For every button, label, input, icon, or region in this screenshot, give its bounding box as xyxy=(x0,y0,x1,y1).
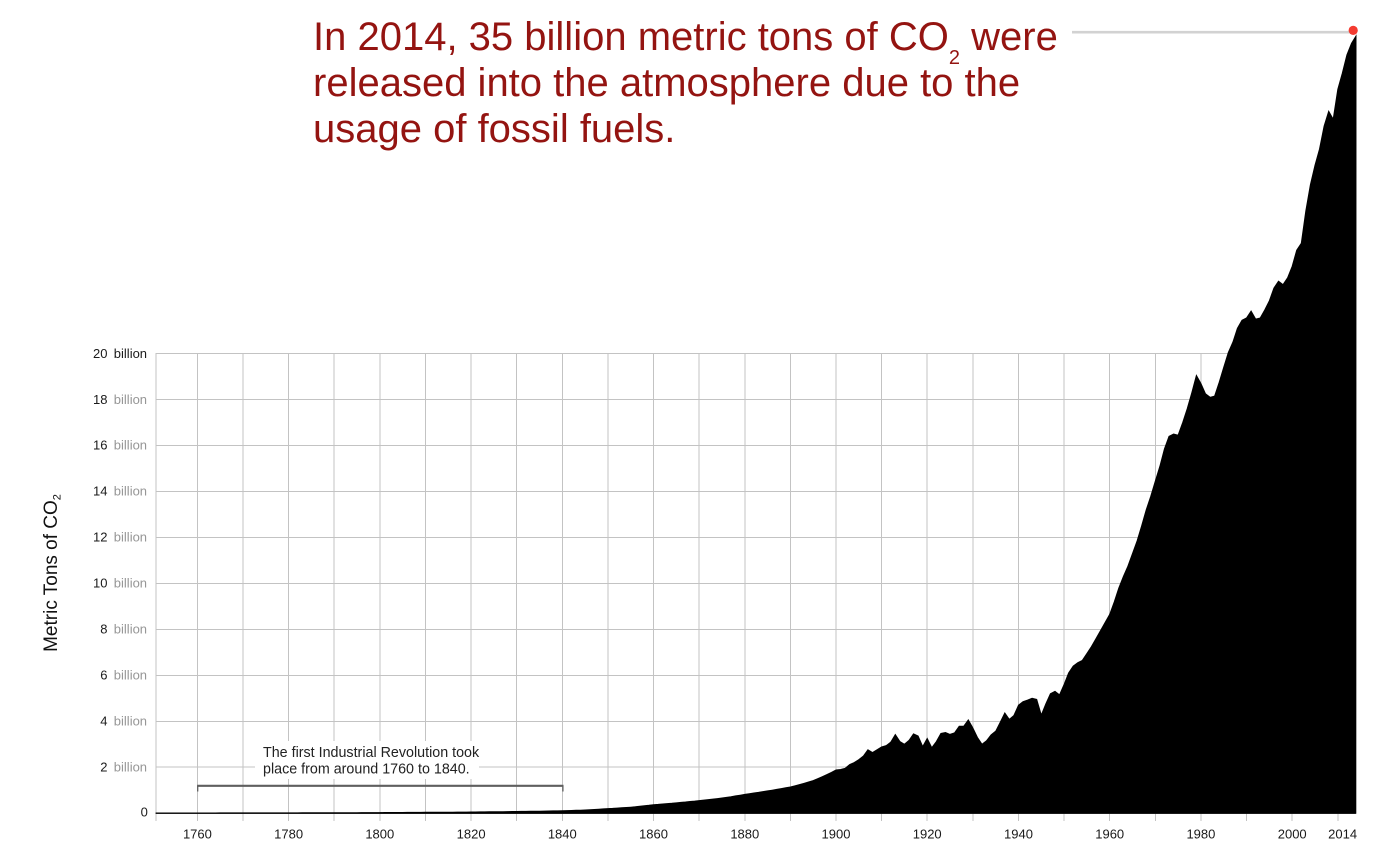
svg-text:1860: 1860 xyxy=(639,827,668,842)
svg-text:2014: 2014 xyxy=(1328,827,1357,842)
svg-text:2: 2 xyxy=(100,759,107,774)
svg-text:1920: 1920 xyxy=(913,827,942,842)
svg-text:6: 6 xyxy=(100,668,107,683)
svg-text:billion: billion xyxy=(114,714,147,729)
svg-text:20: 20 xyxy=(93,346,107,361)
svg-text:0: 0 xyxy=(141,805,148,820)
svg-text:1880: 1880 xyxy=(730,827,759,842)
svg-text:billion: billion xyxy=(114,576,147,591)
svg-text:billion: billion xyxy=(114,668,147,683)
svg-text:12: 12 xyxy=(93,530,107,545)
svg-text:The first Industrial Revolutio: The first Industrial Revolution took xyxy=(263,745,480,761)
svg-text:14: 14 xyxy=(93,484,107,499)
svg-text:billion: billion xyxy=(114,622,147,637)
svg-text:1780: 1780 xyxy=(274,827,303,842)
svg-text:1840: 1840 xyxy=(548,827,577,842)
svg-text:1960: 1960 xyxy=(1095,827,1124,842)
svg-text:4: 4 xyxy=(100,714,107,729)
svg-text:billion: billion xyxy=(114,346,147,361)
svg-text:1820: 1820 xyxy=(457,827,486,842)
svg-text:place from around 1760 to 1840: place from around 1760 to 1840. xyxy=(263,762,470,778)
svg-text:1900: 1900 xyxy=(822,827,851,842)
svg-text:16: 16 xyxy=(93,438,107,453)
svg-text:billion: billion xyxy=(114,759,147,774)
svg-text:billion: billion xyxy=(114,530,147,545)
svg-text:billion: billion xyxy=(114,392,147,407)
svg-text:1800: 1800 xyxy=(365,827,394,842)
svg-text:1760: 1760 xyxy=(183,827,212,842)
svg-text:18: 18 xyxy=(93,392,107,407)
svg-text:billion: billion xyxy=(114,484,147,499)
svg-text:Metric Tons of CO2: Metric Tons of CO2 xyxy=(41,494,64,652)
svg-text:8: 8 xyxy=(100,622,107,637)
svg-text:1980: 1980 xyxy=(1186,827,1215,842)
svg-text:10: 10 xyxy=(93,576,107,591)
svg-text:1940: 1940 xyxy=(1004,827,1033,842)
svg-text:billion: billion xyxy=(114,438,147,453)
svg-text:2000: 2000 xyxy=(1278,827,1307,842)
